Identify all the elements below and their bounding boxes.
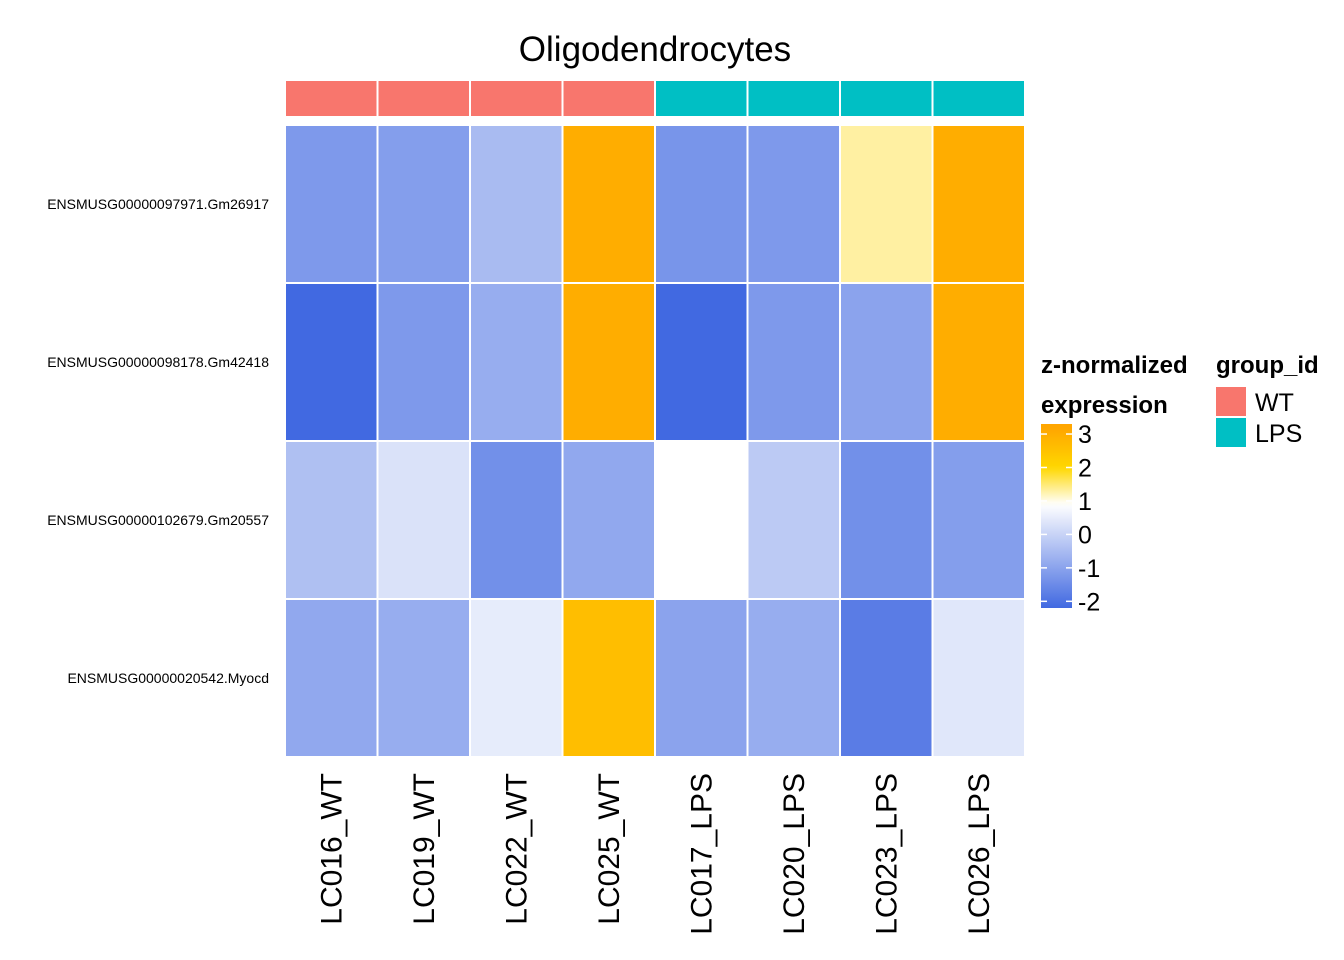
colorbar-title-line2: expression bbox=[1041, 392, 1168, 419]
colorbar-tick-label: 3 bbox=[1078, 421, 1092, 449]
row-labels: ENSMUSG00000097971.Gm26917 ENSMUSG0000009… bbox=[47, 196, 269, 686]
heatmap-cell bbox=[839, 282, 934, 442]
group-legend-swatch bbox=[1216, 418, 1246, 447]
group-legend-title: group_id bbox=[1216, 352, 1319, 379]
colorbar-tick-label: -1 bbox=[1078, 555, 1100, 583]
heatmap-cell bbox=[746, 124, 841, 284]
heatmap-cell bbox=[469, 282, 564, 442]
heatmap-cells bbox=[284, 124, 1026, 758]
heatmap-cell bbox=[561, 124, 656, 284]
colorbar-tick-label: 2 bbox=[1078, 454, 1092, 482]
row-label: ENSMUSG00000102679.Gm20557 bbox=[47, 512, 269, 528]
heatmap-cell bbox=[746, 282, 841, 442]
heatmap-cell bbox=[376, 440, 471, 600]
group-legend-swatch bbox=[1216, 387, 1246, 416]
colorbar-title-line1: z-normalized bbox=[1041, 352, 1188, 379]
group-annotation-bar bbox=[284, 79, 1026, 118]
annotation-cell bbox=[654, 79, 749, 118]
colorbar-legend: z-normalized expression 3 2 1 0 -1 -2 bbox=[1041, 352, 1188, 616]
column-label: LC019_WT bbox=[408, 773, 441, 925]
group-legend-label: WT bbox=[1255, 389, 1294, 417]
column-label: LC022_WT bbox=[500, 773, 533, 925]
heatmap-cell bbox=[284, 440, 379, 600]
colorbar-tick-label: 1 bbox=[1078, 488, 1092, 516]
colorbar bbox=[1041, 424, 1072, 608]
annotation-cell bbox=[284, 79, 379, 118]
column-label: LC023_LPS bbox=[870, 773, 903, 935]
group-legend-label: LPS bbox=[1255, 420, 1302, 448]
heatmap-cell bbox=[654, 598, 749, 758]
colorbar-tick-label: 0 bbox=[1078, 521, 1092, 549]
heatmap-cell bbox=[654, 440, 749, 600]
heatmap-cell bbox=[931, 598, 1026, 758]
heatmap-cell bbox=[654, 124, 749, 284]
heatmap-cell bbox=[376, 598, 471, 758]
annotation-cell bbox=[561, 79, 656, 118]
heatmap-cell bbox=[469, 124, 564, 284]
heatmap-cell bbox=[376, 282, 471, 442]
annotation-cell bbox=[746, 79, 841, 118]
annotation-cell bbox=[931, 79, 1026, 118]
column-label: LC020_LPS bbox=[778, 773, 811, 935]
heatmap-cell bbox=[654, 282, 749, 442]
annotation-cell bbox=[839, 79, 934, 118]
row-label: ENSMUSG00000097971.Gm26917 bbox=[47, 196, 269, 212]
heatmap-cell bbox=[469, 440, 564, 600]
column-labels: LC016_WT LC019_WT LC022_WT LC025_WT LC017_LP… bbox=[315, 773, 996, 935]
heatmap-cell bbox=[746, 440, 841, 600]
heatmap-cell bbox=[931, 440, 1026, 600]
heatmap-cell bbox=[469, 598, 564, 758]
heatmap-cell bbox=[284, 124, 379, 284]
heatmap-cell bbox=[839, 598, 934, 758]
row-label: ENSMUSG00000020542.Myocd bbox=[67, 670, 269, 686]
annotation-cell bbox=[376, 79, 471, 118]
heatmap-cell bbox=[284, 282, 379, 442]
annotation-cell bbox=[469, 79, 564, 118]
row-label: ENSMUSG00000098178.Gm42418 bbox=[47, 354, 269, 370]
column-label: LC017_LPS bbox=[685, 773, 718, 935]
heatmap-cell bbox=[746, 598, 841, 758]
heatmap-cell bbox=[561, 598, 656, 758]
column-label: LC025_WT bbox=[593, 773, 626, 925]
column-label: LC016_WT bbox=[315, 773, 348, 925]
heatmap-cell bbox=[561, 440, 656, 600]
group-legend: group_id WT LPS bbox=[1216, 352, 1319, 448]
heatmap-cell bbox=[931, 282, 1026, 442]
chart-title: Oligodendrocytes bbox=[519, 30, 791, 69]
column-label: LC026_LPS bbox=[963, 773, 996, 935]
heatmap-cell bbox=[376, 124, 471, 284]
heatmap-cell bbox=[561, 282, 656, 442]
colorbar-tick-label: -2 bbox=[1078, 588, 1100, 616]
heatmap-cell bbox=[931, 124, 1026, 284]
heatmap-cell bbox=[839, 124, 934, 284]
heatmap-cell bbox=[839, 440, 934, 600]
heatmap-cell bbox=[284, 598, 379, 758]
